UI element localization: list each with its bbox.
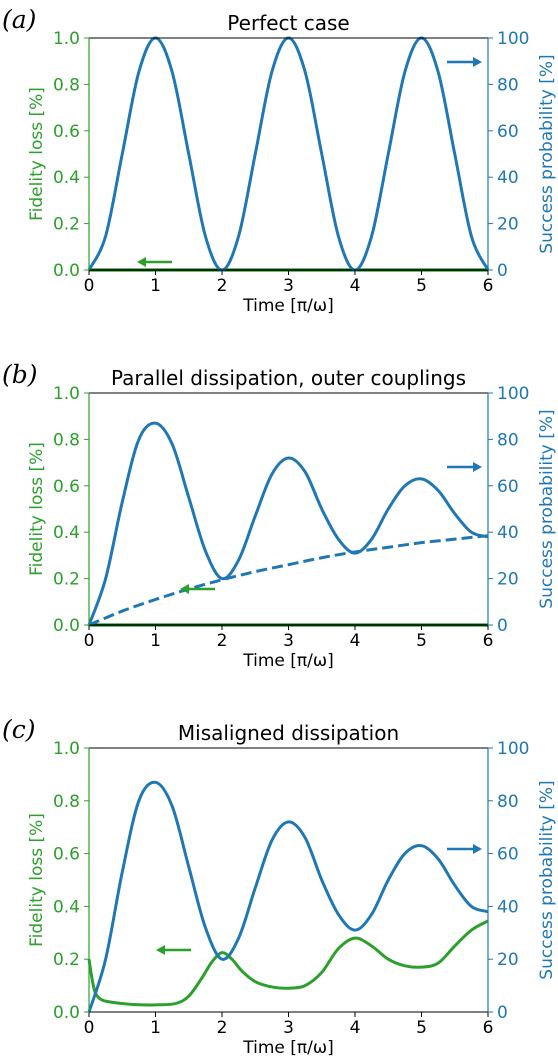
x-tick-label: 5: [416, 276, 427, 296]
y-right-tick-label: 0: [497, 261, 508, 281]
x-tick-label: 1: [150, 1018, 161, 1038]
x-tick-label: 1: [150, 276, 161, 296]
right-axis-arrow-head: [473, 844, 482, 854]
chart-panel-2: 0 1 2 3 4 5 6 0.0 0.2 0.4 0.6 0.8 1.0 0 20 40 60 80 100 (b)…: [2, 360, 557, 671]
x-axis-label: Time [π/ω]: [242, 1038, 333, 1058]
y-right-tick-label: 0: [497, 616, 508, 636]
y-left-tick-label: 0.4: [53, 168, 80, 188]
left-axis-arrow-head: [156, 945, 165, 955]
y-left-tick-label: 0.6: [53, 845, 80, 865]
y-left-tick-label: 0.4: [53, 897, 80, 917]
y-left-tick-label: 1.0: [53, 29, 80, 49]
x-tick-label: 2: [217, 1018, 228, 1038]
y-left-tick-label: 0.0: [53, 261, 80, 281]
x-tick-label: 5: [416, 1018, 427, 1038]
x-tick-label: 2: [217, 631, 228, 651]
chart-title: Perfect case: [227, 11, 349, 35]
series-line-2: [87, 780, 489, 1013]
x-tick-label: 4: [350, 1018, 361, 1038]
right-axis-arrow-head: [473, 462, 482, 472]
x-axis-label: Time [π/ω]: [242, 651, 333, 671]
y-right-tick-label: 60: [497, 122, 519, 142]
x-tick-label: 0: [84, 631, 95, 651]
x-tick-label: 6: [483, 276, 494, 296]
y-left-tick-label: 0.6: [53, 122, 80, 142]
y-left-tick-label: 0.4: [53, 523, 80, 543]
chart-panel-1: 0 1 2 3 4 5 6 0.0 0.2 0.4 0.6 0.8 1.0 0 20 40 60 80 100 (a)…: [2, 5, 557, 316]
y-right-tick-label: 80: [497, 792, 519, 812]
y-left-axis-label: Fidelity loss [%]: [27, 442, 47, 576]
left-axis-arrow-head: [137, 257, 146, 267]
y-left-tick-label: 0.2: [53, 215, 80, 235]
series-line-2: [87, 36, 490, 272]
x-tick-label: 3: [283, 276, 294, 296]
y-right-tick-label: 40: [497, 168, 519, 188]
chart-title: Misaligned dissipation: [178, 721, 399, 745]
panel-label: (b): [2, 360, 38, 389]
y-right-tick-label: 0: [497, 1003, 508, 1023]
y-right-axis-label: Success probability [%]: [537, 54, 557, 253]
x-tick-label: 6: [483, 631, 494, 651]
x-tick-label: 1: [150, 631, 161, 651]
x-tick-label: 0: [84, 1018, 95, 1038]
y-left-tick-label: 0.0: [53, 616, 80, 636]
x-tick-label: 5: [416, 631, 427, 651]
y-left-tick-label: 0.8: [53, 792, 80, 812]
y-right-tick-label: 40: [497, 897, 519, 917]
chart-title: Parallel dissipation, outer couplings: [111, 366, 466, 390]
x-tick-label: 3: [283, 631, 294, 651]
y-right-tick-label: 60: [497, 845, 519, 865]
series-line-3: [88, 534, 489, 627]
y-right-tick-label: 20: [497, 570, 519, 590]
y-left-tick-label: 1.0: [53, 739, 80, 759]
y-right-tick-label: 60: [497, 477, 519, 497]
right-axis-arrow-head: [473, 57, 482, 67]
x-tick-label: 4: [350, 276, 361, 296]
x-tick-label: 0: [84, 276, 95, 296]
y-right-tick-label: 100: [497, 384, 529, 404]
y-left-tick-label: 0.2: [53, 570, 80, 590]
y-left-tick-label: 0.8: [53, 75, 80, 95]
y-right-tick-label: 20: [497, 215, 519, 235]
y-right-axis-label: Success probability [%]: [537, 780, 557, 979]
x-tick-label: 6: [483, 1018, 494, 1038]
y-right-tick-label: 100: [497, 739, 529, 759]
y-left-tick-label: 0.6: [53, 477, 80, 497]
x-axis-label: Time [π/ω]: [242, 296, 333, 316]
y-left-tick-label: 0.2: [53, 950, 80, 970]
y-right-tick-label: 40: [497, 523, 519, 543]
y-left-axis-label: Fidelity loss [%]: [27, 813, 47, 947]
y-right-axis-label: Success probability [%]: [537, 409, 557, 608]
x-tick-label: 3: [283, 1018, 294, 1038]
chart-panel-3: 0 1 2 3 4 5 6 0.0 0.2 0.4 0.6 0.8 1.0 0 20 40 60 80 100 (c)…: [2, 715, 557, 1058]
x-tick-label: 2: [217, 276, 228, 296]
y-right-tick-label: 20: [497, 950, 519, 970]
y-right-tick-label: 100: [497, 29, 529, 49]
y-left-tick-label: 0.0: [53, 1003, 80, 1023]
y-right-tick-label: 80: [497, 430, 519, 450]
x-tick-label: 4: [350, 631, 361, 651]
series-line-2: [87, 421, 489, 626]
panel-label: (c): [2, 715, 36, 744]
series-line-1: [87, 919, 489, 1007]
y-left-tick-label: 0.8: [53, 430, 80, 450]
y-left-axis-label: Fidelity loss [%]: [27, 87, 47, 221]
panel-label: (a): [2, 5, 36, 34]
y-left-tick-label: 1.0: [53, 384, 80, 404]
y-right-tick-label: 80: [497, 75, 519, 95]
left-axis-arrow-head: [180, 584, 189, 594]
